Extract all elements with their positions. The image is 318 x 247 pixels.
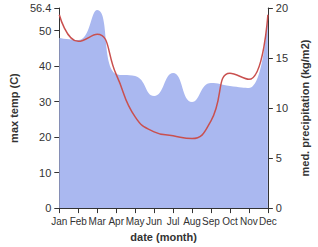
svg-text:Mar: Mar [89,216,107,227]
svg-text:Jan: Jan [51,216,67,227]
svg-text:Dec: Dec [259,216,277,227]
svg-text:Apr: Apr [108,216,124,227]
svg-text:Feb: Feb [70,216,88,227]
svg-text:May: May [126,216,145,227]
svg-text:10: 10 [39,167,51,179]
svg-text:20: 20 [39,131,51,143]
svg-text:20: 20 [276,2,288,14]
svg-text:50: 50 [39,25,51,37]
svg-text:Aug: Aug [183,216,201,227]
svg-text:Jun: Jun [146,216,162,227]
svg-text:max temp (C): max temp (C) [8,73,20,143]
svg-text:med. precipitation (kg/m2): med. precipitation (kg/m2) [299,39,311,176]
svg-text:30: 30 [39,96,51,108]
svg-text:15: 15 [276,52,288,64]
svg-text:date (month): date (month) [130,231,197,243]
svg-text:5: 5 [276,152,282,164]
svg-text:Jul: Jul [167,216,180,227]
svg-text:Oct: Oct [222,216,238,227]
svg-text:40: 40 [39,60,51,72]
svg-text:0: 0 [45,202,51,214]
svg-text:0: 0 [276,202,282,214]
svg-text:Nov: Nov [240,216,258,227]
svg-text:10: 10 [276,102,288,114]
svg-text:56.4: 56.4 [30,2,51,14]
svg-text:Sep: Sep [202,216,220,227]
